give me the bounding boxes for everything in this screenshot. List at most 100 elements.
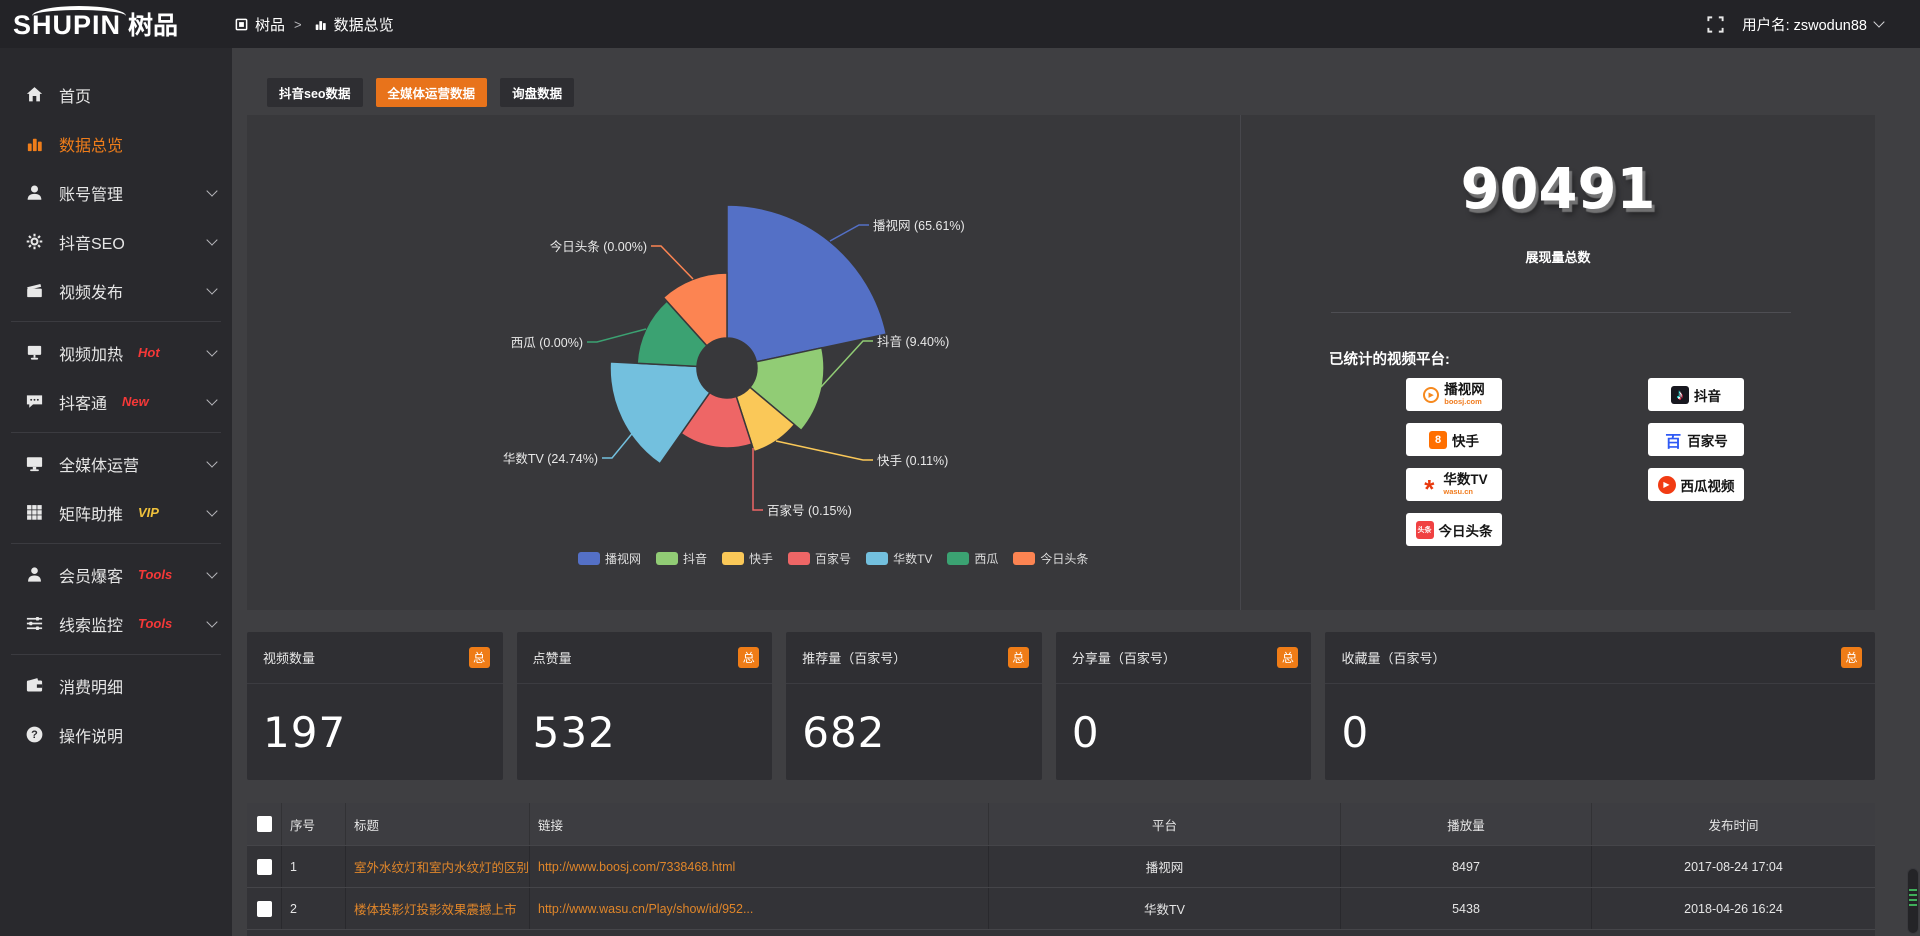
status-badge: New — [122, 394, 149, 409]
user-menu[interactable]: 用户名: zswodun88 — [1742, 14, 1885, 35]
breadcrumb-separator: > — [294, 16, 302, 32]
column-header-播放量: 播放量 — [1340, 803, 1591, 845]
stat-card-header: 推荐量（百家号） 总 — [786, 632, 1042, 684]
fullscreen-icon[interactable] — [1706, 15, 1725, 34]
sidebar-item-全媒体运营[interactable]: 全媒体运营 — [0, 439, 232, 488]
sidebar-item-消费明细[interactable]: 消费明细 — [0, 661, 232, 710]
sidebar-item-线索监控[interactable]: 线索监控 Tools — [0, 599, 232, 648]
platform-cell: 华数TV — [988, 888, 1340, 929]
user-icon — [25, 183, 46, 202]
video-title-link[interactable]: 室外水纹灯和室内水纹灯的区别和简介 — [345, 846, 529, 887]
sidebar-item-会员爆客[interactable]: 会员爆客 Tools — [0, 550, 232, 599]
total-badge[interactable]: 总 — [468, 647, 490, 668]
chevron-down-icon — [1873, 16, 1885, 28]
stat-card-value: 532 — [532, 708, 616, 757]
stat-card-title: 点赞量 — [532, 651, 572, 666]
clapper-icon — [25, 281, 46, 300]
label-line-快手 — [775, 440, 873, 461]
sidebar-item-账号管理[interactable]: 账号管理 — [0, 168, 232, 217]
svg-text:?: ? — [31, 729, 38, 741]
member-icon — [25, 565, 46, 584]
total-badge[interactable]: 总 — [738, 647, 760, 668]
chevron-down-icon — [206, 567, 218, 579]
sidebar-item-视频加热[interactable]: 视频加热 Hot — [0, 328, 232, 377]
sidebar-item-label: 线索监控 — [59, 617, 124, 635]
video-url-link[interactable]: http://www.boosj.com/7338468.html — [529, 846, 988, 887]
sidebar-item-操作说明[interactable]: ? 操作说明 — [0, 710, 232, 759]
sidebar-item-抖客通[interactable]: 抖客通 New — [0, 377, 232, 426]
chevron-down-icon — [206, 616, 218, 628]
pie-slice-华数TV[interactable] — [609, 361, 711, 465]
status-badge: Tools — [138, 567, 173, 582]
stat-card-title: 收藏量（百家号） — [1341, 651, 1446, 666]
plays-cell: 8497 — [1340, 846, 1591, 887]
platform-name: 今日头条 — [1438, 523, 1493, 539]
tab-全媒体运营数据[interactable]: 全媒体运营数据 — [375, 78, 488, 107]
tab-bar: 抖音seo数据 全媒体运营数据 询盘数据 — [267, 78, 575, 107]
table-row: 2 楼体投影灯投影效果震撼上市 http://www.wasu.cn/Play/sh… — [247, 887, 1875, 929]
billboard-icon — [25, 343, 46, 362]
legend-item-快手[interactable]: 快手 — [722, 550, 773, 567]
breadcrumb-item[interactable]: 数据总览 — [333, 16, 394, 34]
tab-抖音seo数据[interactable]: 抖音seo数据 — [267, 78, 363, 107]
page-scrollbar[interactable] — [1907, 868, 1919, 934]
legend-swatch — [788, 552, 811, 565]
label-line-播视网 — [829, 224, 869, 242]
platform-subtext: boosj.com — [1444, 396, 1482, 406]
publish-time-cell: 2018-04-26 16:24 — [1591, 888, 1875, 929]
sidebar-item-label: 矩阵助推 — [59, 506, 124, 524]
grid-icon — [25, 503, 46, 522]
select-all-checkbox[interactable] — [256, 816, 272, 832]
legend-label: 百家号 — [815, 552, 852, 566]
platform-badge-快手: 8 快手 — [1406, 423, 1502, 456]
pie-slice-快手[interactable] — [735, 386, 796, 453]
pie-slice-抖音[interactable] — [748, 346, 825, 432]
pie-slice-播视网[interactable] — [726, 204, 888, 363]
sidebar-item-label: 视频加热 — [59, 346, 124, 364]
platform-name: 百家号 — [1687, 433, 1728, 449]
legend-item-播视网[interactable]: 播视网 — [578, 550, 641, 567]
total-badge[interactable]: 总 — [1007, 647, 1029, 668]
pie-slice-今日头条[interactable] — [662, 272, 728, 347]
platform-badge-抖音: ♪ 抖音 — [1648, 378, 1744, 411]
platform-subtext: wasu.cn — [1443, 486, 1473, 496]
rose-pie-chart[interactable]: 播视网 (65.61%) 抖音 (9.40%) 快手 (0.11%) 百家号 (0.1… — [247, 115, 1240, 610]
legend-swatch — [1013, 552, 1036, 565]
tab-询盘数据[interactable]: 询盘数据 — [500, 78, 575, 107]
total-badge[interactable]: 总 — [1841, 647, 1862, 668]
sidebar-item-抖音SEO[interactable]: 抖音SEO — [0, 217, 232, 266]
sidebar-item-视频发布[interactable]: 视频发布 — [0, 266, 232, 315]
legend-item-今日头条[interactable]: 今日头条 — [1013, 550, 1088, 567]
legend-item-西瓜[interactable]: 西瓜 — [947, 550, 998, 567]
row-checkbox[interactable] — [256, 858, 272, 875]
table-header-row: 序号 标题 链接 平台 播放量 发布时间 — [247, 803, 1875, 845]
breadcrumb-item[interactable]: 树品 — [255, 16, 286, 34]
pie-label-播视网: 播视网 (65.61%) — [873, 218, 965, 233]
sidebar-item-数据总览[interactable]: 数据总览 — [0, 119, 232, 168]
app-icon — [235, 17, 249, 31]
pie-label-百家号: 百家号 (0.15%) — [767, 503, 852, 518]
legend-item-华数TV[interactable]: 华数TV — [866, 550, 932, 567]
sidebar-item-首页[interactable]: 首页 — [0, 70, 232, 119]
monitor-icon — [25, 454, 46, 473]
stat-card-value: 197 — [263, 708, 347, 757]
legend-label: 今日头条 — [1040, 552, 1089, 566]
video-title-link[interactable]: 楼体投影灯投影效果震撼上市 — [345, 888, 529, 929]
video-table: 序号标题链接平台播放量发布时间1室外水纹灯和室内水纹灯的区别和简介http://… — [247, 803, 1875, 936]
platforms-grid: ▶ 播视网 boosj.com ♪ 抖音 8 快手百百家号 * 华数TV wasu.cn ▶ 西瓜视频… — [1406, 378, 1744, 546]
sidebar-item-矩阵助推[interactable]: 矩阵助推 VIP — [0, 488, 232, 537]
stat-card-视频数量: 视频数量 总 197 — [247, 632, 503, 780]
total-impressions-value: 90491 — [1460, 157, 1656, 222]
legend-item-百家号[interactable]: 百家号 — [788, 550, 851, 567]
row-checkbox[interactable] — [256, 900, 272, 917]
pie-slice-百家号[interactable] — [680, 391, 753, 449]
chevron-down-icon — [206, 185, 218, 197]
legend-item-抖音[interactable]: 抖音 — [656, 550, 707, 567]
total-badge[interactable]: 总 — [1277, 647, 1299, 668]
pie-slice-西瓜[interactable] — [636, 300, 708, 368]
row-checkbox — [247, 846, 281, 887]
chevron-down-icon — [206, 283, 218, 295]
video-url-link[interactable]: http://www.wasu.cn/Play/show/id/952... — [529, 888, 988, 929]
label-line-抖音 — [820, 340, 873, 388]
toutiao-logo: 头条 — [1415, 520, 1434, 539]
